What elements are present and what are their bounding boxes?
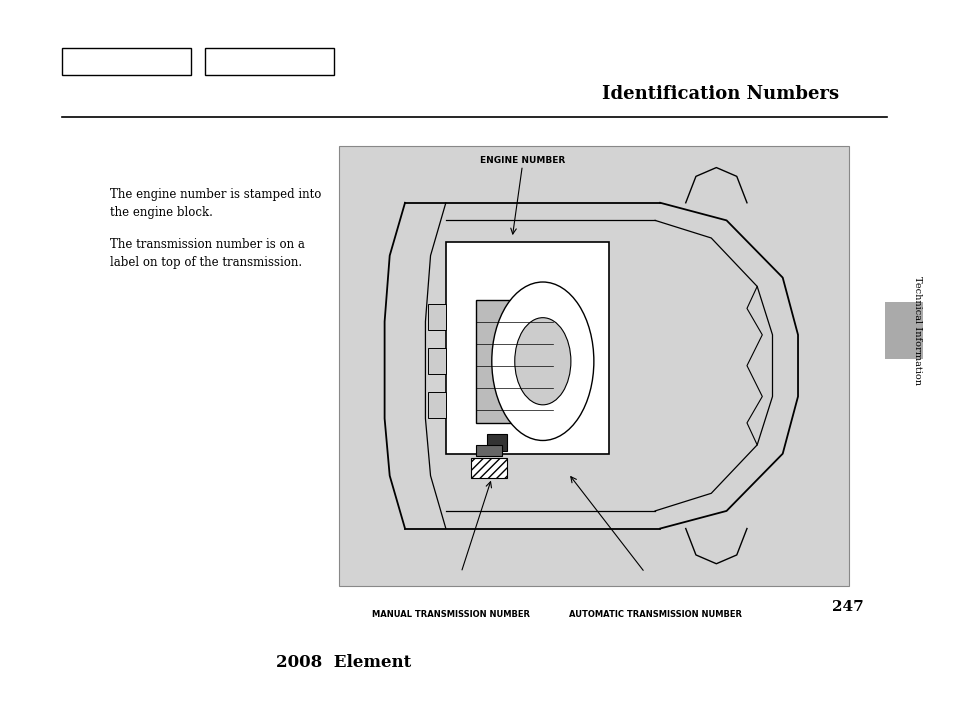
Text: AUTOMATIC TRANSMISSION NUMBER: AUTOMATIC TRANSMISSION NUMBER [568,610,740,619]
Bar [476,445,501,456]
Text: 247: 247 [831,600,862,614]
Bar [428,304,445,330]
Text: MANUAL TRANSMISSION NUMBER: MANUAL TRANSMISSION NUMBER [372,610,530,619]
Bar [445,242,609,454]
Bar [338,146,848,586]
Text: Technical Information: Technical Information [912,275,922,385]
Bar [62,48,191,75]
Bar [428,348,445,374]
Text: 2008  Element: 2008 Element [275,654,411,671]
Bar [476,300,553,423]
Ellipse shape [491,282,593,440]
Text: Identification Numbers: Identification Numbers [601,85,839,103]
Text: ENGINE NUMBER: ENGINE NUMBER [479,156,564,165]
Ellipse shape [515,317,570,405]
Bar [884,302,923,359]
Text: The transmission number is on a
label on top of the transmission.: The transmission number is on a label on… [110,238,304,269]
Text: The engine number is stamped into
the engine block.: The engine number is stamped into the en… [110,188,321,219]
Bar [471,458,507,478]
Bar [428,392,445,418]
Bar [486,434,507,452]
Bar [205,48,334,75]
